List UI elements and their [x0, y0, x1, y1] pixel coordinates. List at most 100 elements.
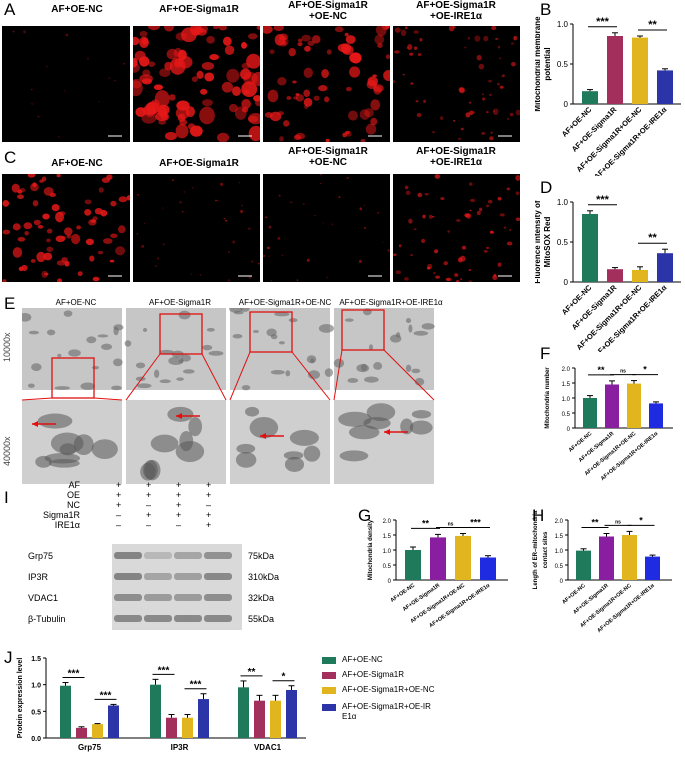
fluorescent-cell	[413, 30, 419, 34]
fluorescent-cell	[58, 211, 66, 216]
western-blot-panel: AF + + + + OE + + + + NC + – + – Sigma1R – + + + IRE1α – – – + G…	[20, 480, 279, 630]
blot-sign: +	[116, 490, 122, 500]
x-tick-label: Grp75	[78, 743, 102, 752]
fluorescent-cell	[515, 174, 520, 181]
fluorescent-cell	[44, 272, 49, 276]
blot-sign: +	[176, 480, 182, 490]
fluorescent-cell	[382, 241, 384, 243]
fluorescent-cell	[175, 123, 189, 139]
fluorescent-cell	[87, 57, 89, 60]
micrograph-c-sigma1r-nc	[263, 174, 390, 282]
fluorescent-cell	[55, 235, 66, 243]
y-axis-label: Mitochondrial membranepotential	[535, 16, 552, 112]
fluorescent-cell	[459, 278, 463, 280]
fluorescent-cell	[289, 201, 293, 204]
bar	[182, 717, 193, 738]
blot-band	[174, 615, 202, 622]
fluorescent-cell	[482, 97, 486, 101]
fluorescent-cell	[346, 130, 352, 137]
fluorescent-cell	[278, 194, 281, 197]
fluorescent-cell	[415, 100, 419, 103]
fluorescent-cell	[511, 61, 516, 67]
fluorescent-cell	[190, 26, 202, 36]
fluorescent-cell	[243, 71, 258, 85]
fluorescent-cell	[94, 207, 103, 215]
fluorescent-cell	[313, 95, 320, 101]
fluorescent-cell	[71, 233, 81, 245]
fluorescent-cell	[359, 109, 370, 120]
fluorescent-cell	[277, 237, 281, 240]
bar	[657, 253, 673, 282]
significance-label: **	[648, 19, 657, 31]
blot-condition-label: AF	[68, 480, 80, 490]
blot-protein-label: β-Tubulin	[28, 614, 66, 624]
fluorescent-cell	[413, 228, 417, 231]
significance-label: ns	[615, 519, 621, 525]
tem-organelle	[31, 363, 42, 372]
fluorescent-cell	[46, 228, 53, 234]
fluorescent-cell	[301, 34, 311, 42]
significance-label: *	[282, 672, 286, 683]
tem-organelle	[63, 310, 73, 317]
fluorescent-cell	[402, 73, 405, 76]
fluorescent-cell	[56, 174, 61, 178]
fluorescent-cell	[468, 182, 473, 186]
fluorescent-cell	[341, 45, 354, 55]
fluorescent-cell	[506, 187, 511, 191]
fluorescent-cell	[201, 61, 215, 71]
micrograph-a-sigma1r-nc	[263, 26, 390, 142]
fluorescent-cell	[456, 280, 460, 282]
fluorescent-cell	[143, 223, 146, 225]
fluorescent-cell	[265, 216, 268, 219]
tem-mitochondrion	[249, 416, 279, 439]
tem-organelle	[307, 370, 321, 380]
e-title-3: AF+OE-Sigma1R+OE-IRE1α	[339, 298, 443, 307]
fluorescent-cell	[383, 70, 390, 82]
fluorescent-cell	[367, 76, 379, 87]
bar	[270, 700, 281, 738]
tem-mitochondrion	[411, 409, 432, 419]
fluorescent-cell	[404, 185, 409, 190]
fluorescent-cell	[432, 215, 435, 218]
fluorescent-cell	[27, 174, 36, 178]
fluorescent-cell	[158, 119, 167, 125]
bar	[645, 556, 660, 580]
tem-organelle	[270, 334, 278, 340]
fluorescent-cell	[223, 36, 232, 46]
fluorescent-cell	[268, 255, 270, 257]
mag-label-10000x: 10000x	[2, 332, 12, 362]
fluorescent-cell	[150, 99, 160, 110]
fluorescent-cell	[469, 110, 474, 115]
fluorescent-cell	[304, 104, 309, 110]
fluorescent-cell	[89, 255, 95, 262]
fluorescent-cell	[409, 52, 414, 56]
fluorescent-cell	[227, 279, 230, 282]
fluorescent-cell	[190, 273, 192, 275]
fluorescent-cell	[334, 26, 344, 33]
fluorescent-cell	[97, 250, 104, 255]
fluorescent-cell	[326, 276, 328, 278]
blot-sign: +	[116, 480, 122, 490]
fluorescent-cell	[243, 89, 250, 95]
fluorescent-cell	[295, 94, 304, 102]
fluorescent-cell	[11, 183, 20, 193]
fluorescent-cell	[433, 272, 436, 275]
blot-condition-label: NC	[67, 500, 80, 510]
tem-mitochondrion	[366, 403, 396, 422]
fluorescent-cell	[307, 40, 315, 46]
tem-organelle	[28, 330, 39, 335]
fluorescent-cell	[342, 132, 348, 138]
significance-label: **	[248, 667, 256, 678]
zoom-line-left	[333, 349, 343, 401]
tem-organelle	[97, 334, 109, 338]
significance-label: **	[591, 518, 599, 528]
panel-label-A: A	[4, 0, 16, 19]
c-title-0: AF+OE-NC	[51, 158, 103, 169]
fluorescent-cell	[46, 65, 48, 68]
fluorescent-cell	[234, 106, 247, 120]
fluorescent-cell	[377, 42, 383, 48]
bar	[599, 536, 614, 580]
fluorescent-cell	[248, 33, 258, 40]
zoom-box	[341, 309, 385, 351]
blot-kda-label: 55kDa	[248, 614, 275, 624]
